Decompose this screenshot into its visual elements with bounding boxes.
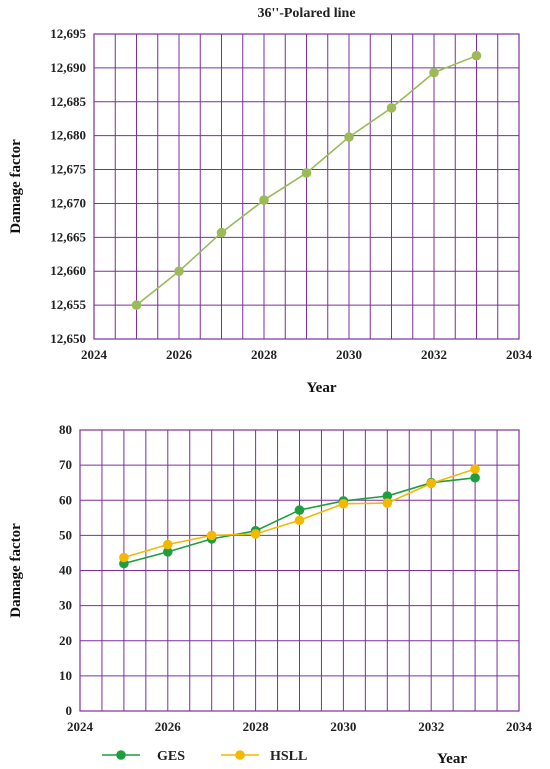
x-axis-title: Year	[307, 380, 337, 396]
data-point	[294, 505, 305, 515]
data-point	[174, 266, 184, 277]
x-tick-label: 2032	[421, 347, 447, 362]
legend-label: HSLL	[270, 749, 307, 764]
plot-frame	[79, 429, 520, 712]
data-point	[338, 498, 349, 509]
grid	[79, 429, 520, 712]
y-tick-label: 12,675	[50, 162, 86, 177]
legend-label: GES	[157, 749, 185, 764]
chart-title: 36''-Polared line	[257, 6, 355, 21]
y-tick-label: 20	[59, 633, 72, 648]
data-point	[382, 491, 393, 501]
data-point	[131, 300, 142, 310]
x-tick-label: 2034	[506, 719, 533, 734]
legend: GES HSLL	[102, 749, 307, 764]
data-point	[163, 539, 173, 550]
x-tick-label: 2034	[506, 347, 533, 362]
y-axis-title: Damage factor	[8, 523, 24, 618]
y-tick-label: 12,680	[50, 128, 86, 143]
y-tick-label: 70	[59, 457, 72, 472]
data-point	[250, 529, 261, 539]
y-tick-label: 12,650	[50, 331, 86, 346]
y-tick-label: 50	[59, 527, 72, 542]
data-point	[470, 472, 480, 483]
data-point	[119, 552, 129, 563]
grid	[93, 33, 520, 340]
y-axis-title: Damage factor	[8, 139, 24, 234]
x-tick-label: 2030	[330, 719, 356, 734]
x-tick-label: 2028	[251, 347, 278, 362]
series-0	[131, 50, 482, 310]
y-tick-label: 40	[59, 563, 72, 578]
data-point	[206, 530, 217, 541]
y-tick-label: 12,670	[50, 195, 86, 210]
x-tick-label: 2026	[166, 347, 193, 362]
y-tick-label: 12,660	[50, 263, 86, 278]
y-tick-label: 12,655	[50, 297, 86, 312]
series-hsll	[119, 464, 480, 563]
y-tick-label: 80	[59, 422, 72, 437]
data-point	[426, 478, 437, 489]
x-tick-label: 2028	[243, 719, 270, 734]
data-point	[301, 168, 312, 178]
y-tick-label: 12,685	[50, 94, 86, 109]
data-point	[259, 195, 269, 205]
data-point	[470, 464, 480, 474]
data-point	[163, 547, 173, 557]
x-tick-label: 2024	[67, 719, 94, 734]
x-axis-title: Year	[437, 751, 467, 767]
y-tick-label: 30	[59, 598, 72, 613]
y-tick-label: 60	[59, 492, 72, 507]
y-tick-label: 12,665	[50, 229, 86, 244]
y-tick-label: 12,690	[50, 60, 86, 75]
data-point	[471, 50, 482, 61]
legend-marker	[116, 750, 126, 760]
y-tick-label: 10	[59, 668, 72, 683]
chart-top: 12,650 12,655 12,660 12,665 12,670 12,675 12,6…	[8, 6, 533, 396]
data-point	[382, 498, 393, 508]
data-point	[429, 67, 439, 78]
x-tick-label: 2026	[155, 719, 182, 734]
data-point	[386, 103, 397, 113]
y-tick-label: 12,695	[50, 26, 86, 41]
x-tick-label: 2024	[81, 347, 108, 362]
data-point	[294, 515, 305, 526]
data-point	[216, 227, 227, 238]
y-tick-label: 0	[66, 703, 73, 718]
plot-frame	[93, 33, 520, 340]
x-tick-label: 2032	[418, 719, 444, 734]
data-point	[344, 132, 354, 142]
x-tick-label: 2030	[336, 347, 362, 362]
legend-marker	[235, 750, 245, 760]
